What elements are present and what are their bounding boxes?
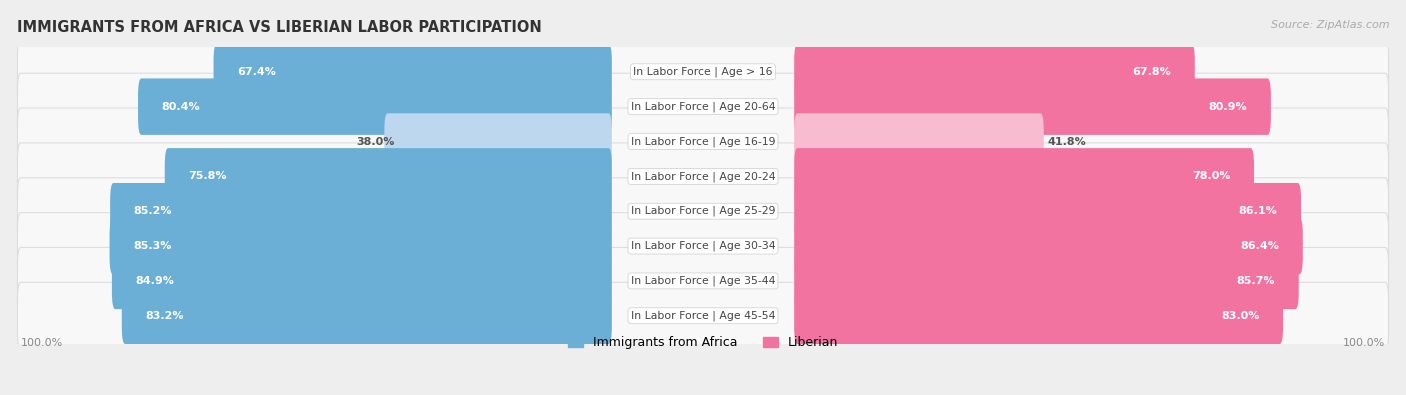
FancyBboxPatch shape <box>17 143 1389 210</box>
Text: 83.0%: 83.0% <box>1220 311 1260 321</box>
Text: In Labor Force | Age 30-34: In Labor Force | Age 30-34 <box>631 241 775 251</box>
Legend: Immigrants from Africa, Liberian: Immigrants from Africa, Liberian <box>568 336 838 349</box>
FancyBboxPatch shape <box>110 183 612 239</box>
FancyBboxPatch shape <box>138 79 612 135</box>
Text: 86.1%: 86.1% <box>1239 206 1278 216</box>
FancyBboxPatch shape <box>17 73 1389 140</box>
Text: 86.4%: 86.4% <box>1240 241 1279 251</box>
FancyBboxPatch shape <box>794 148 1254 205</box>
Text: 83.2%: 83.2% <box>145 311 184 321</box>
Text: In Labor Force | Age 20-64: In Labor Force | Age 20-64 <box>631 102 775 112</box>
Text: 75.8%: 75.8% <box>188 171 226 181</box>
FancyBboxPatch shape <box>794 43 1195 100</box>
FancyBboxPatch shape <box>17 178 1389 245</box>
Text: In Labor Force | Age 16-19: In Labor Force | Age 16-19 <box>631 136 775 147</box>
Text: In Labor Force | Age > 16: In Labor Force | Age > 16 <box>633 66 773 77</box>
Text: 78.0%: 78.0% <box>1192 171 1230 181</box>
Text: 100.0%: 100.0% <box>21 338 63 348</box>
FancyBboxPatch shape <box>112 253 612 309</box>
FancyBboxPatch shape <box>122 288 612 344</box>
FancyBboxPatch shape <box>794 113 1043 170</box>
FancyBboxPatch shape <box>794 253 1299 309</box>
Text: 85.3%: 85.3% <box>134 241 172 251</box>
FancyBboxPatch shape <box>214 43 612 100</box>
FancyBboxPatch shape <box>384 113 612 170</box>
Text: 67.8%: 67.8% <box>1132 67 1171 77</box>
FancyBboxPatch shape <box>794 183 1301 239</box>
Text: 38.0%: 38.0% <box>356 137 395 147</box>
FancyBboxPatch shape <box>110 218 612 274</box>
Text: 85.7%: 85.7% <box>1237 276 1275 286</box>
Text: Source: ZipAtlas.com: Source: ZipAtlas.com <box>1271 20 1389 30</box>
Text: 41.8%: 41.8% <box>1047 137 1085 147</box>
FancyBboxPatch shape <box>17 247 1389 314</box>
FancyBboxPatch shape <box>17 282 1389 349</box>
Text: 80.9%: 80.9% <box>1209 102 1247 112</box>
Text: IMMIGRANTS FROM AFRICA VS LIBERIAN LABOR PARTICIPATION: IMMIGRANTS FROM AFRICA VS LIBERIAN LABOR… <box>17 20 541 35</box>
FancyBboxPatch shape <box>17 213 1389 280</box>
Text: 67.4%: 67.4% <box>238 67 276 77</box>
Text: 80.4%: 80.4% <box>162 102 200 112</box>
Text: 84.9%: 84.9% <box>135 276 174 286</box>
Text: In Labor Force | Age 35-44: In Labor Force | Age 35-44 <box>631 276 775 286</box>
Text: In Labor Force | Age 25-29: In Labor Force | Age 25-29 <box>631 206 775 216</box>
Text: In Labor Force | Age 45-54: In Labor Force | Age 45-54 <box>631 310 775 321</box>
FancyBboxPatch shape <box>794 79 1271 135</box>
FancyBboxPatch shape <box>17 38 1389 105</box>
FancyBboxPatch shape <box>165 148 612 205</box>
Text: 100.0%: 100.0% <box>1343 338 1385 348</box>
Text: 85.2%: 85.2% <box>134 206 173 216</box>
Text: In Labor Force | Age 20-24: In Labor Force | Age 20-24 <box>631 171 775 182</box>
FancyBboxPatch shape <box>794 288 1284 344</box>
FancyBboxPatch shape <box>17 108 1389 175</box>
FancyBboxPatch shape <box>794 218 1303 274</box>
